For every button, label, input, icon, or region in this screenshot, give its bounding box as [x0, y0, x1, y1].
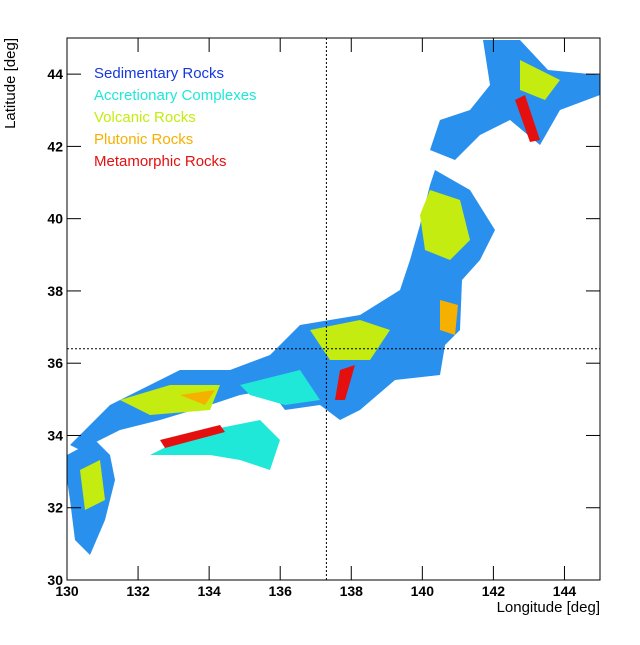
x-tick-label: 140 — [411, 583, 435, 599]
x-tick-label: 132 — [126, 583, 150, 599]
x-tick-label: 134 — [197, 583, 221, 599]
x-tick-label: 136 — [269, 583, 293, 599]
volcanic-patch — [420, 190, 470, 260]
legend-entry: Volcanic Rocks — [94, 109, 196, 126]
y-tick-label: 40 — [47, 211, 63, 227]
legend-entry: Sedimentary Rocks — [94, 65, 224, 82]
x-tick-label: 144 — [553, 583, 577, 599]
volcanic-patch — [80, 460, 105, 510]
y-tick-label: 42 — [47, 138, 63, 154]
y-tick-label: 44 — [47, 66, 63, 82]
volcanic-patch — [310, 320, 390, 360]
metamorphic-patch — [160, 425, 225, 448]
x-axis-label: Longitude [deg] — [497, 599, 600, 616]
y-tick-label: 36 — [47, 355, 63, 371]
y-axis-label: Latitude [deg] — [2, 38, 19, 129]
volcanic-patch — [520, 60, 560, 100]
legend-entry: Accretionary Complexes — [94, 87, 257, 104]
x-tick-label: 130 — [55, 583, 79, 599]
y-tick-label: 34 — [47, 427, 63, 443]
legend-entry: Metamorphic Rocks — [94, 153, 227, 170]
y-tick-label: 38 — [47, 283, 63, 299]
plutonic-patch — [440, 300, 458, 335]
plutonic-patch — [180, 390, 215, 405]
map-shapes — [67, 40, 600, 555]
x-tick-label: 138 — [340, 583, 364, 599]
plot-frame — [66, 37, 601, 581]
x-tick-label: 142 — [482, 583, 506, 599]
honshu — [70, 170, 495, 450]
legend-entry: Plutonic Rocks — [94, 131, 193, 148]
shikoku — [150, 420, 280, 470]
volcanic-patch — [120, 385, 220, 415]
y-tick-label: 30 — [47, 572, 63, 588]
metamorphic-patch — [335, 365, 355, 400]
accretionary-patch — [240, 370, 320, 405]
metamorphic-patch — [515, 95, 540, 142]
y-tick-label: 32 — [47, 500, 63, 516]
